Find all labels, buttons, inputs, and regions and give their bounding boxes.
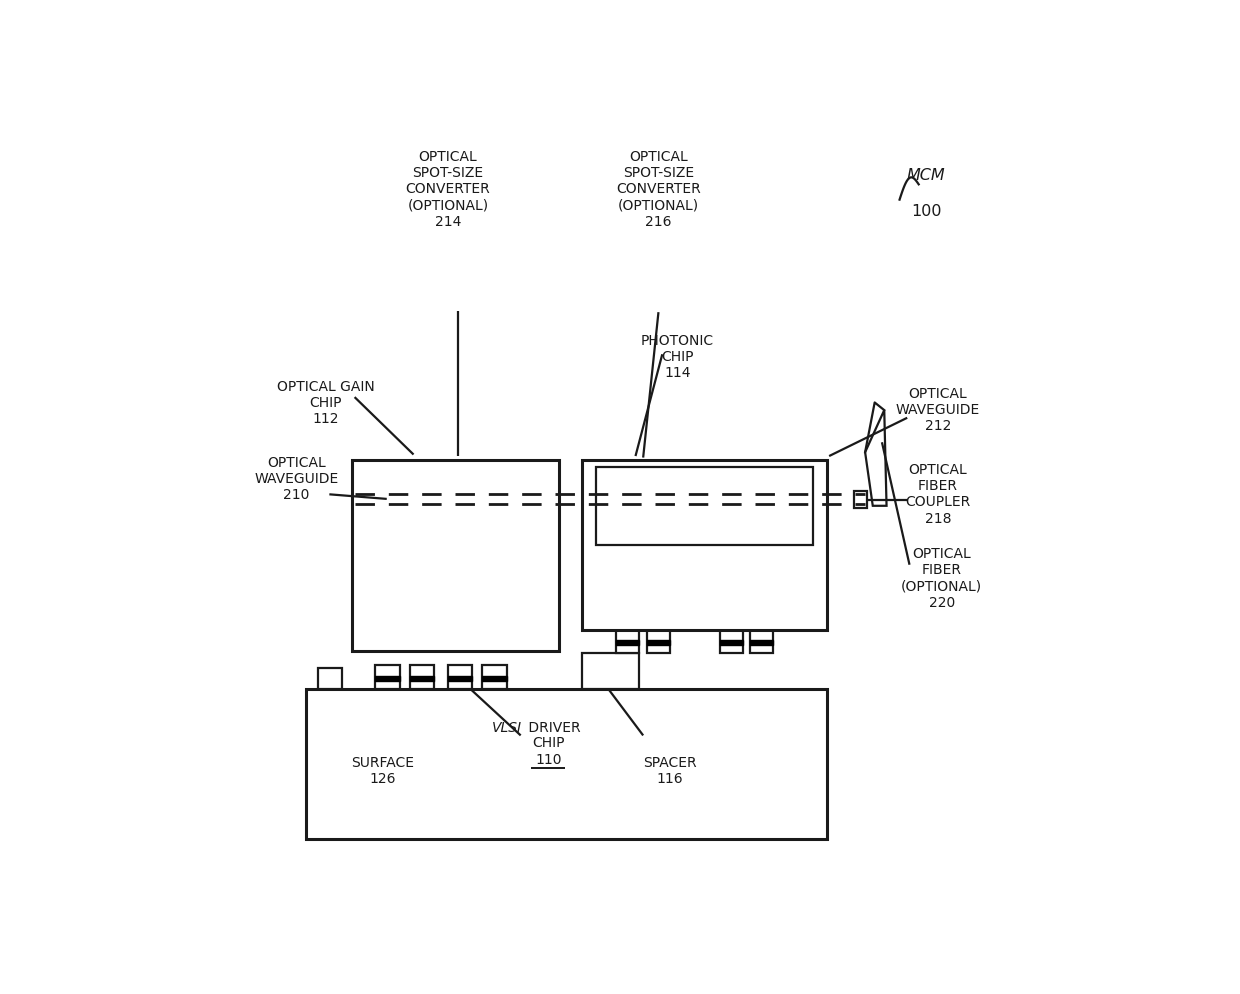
Bar bbox=[317, 668, 342, 690]
Bar bbox=[719, 630, 743, 653]
Bar bbox=[616, 630, 640, 653]
Polygon shape bbox=[866, 411, 887, 506]
Text: MCM: MCM bbox=[906, 168, 946, 183]
Text: OPTICAL
SPOT-SIZE
CONVERTER
(OPTIONAL)
214: OPTICAL SPOT-SIZE CONVERTER (OPTIONAL) 2… bbox=[405, 150, 490, 229]
Bar bbox=[582, 653, 640, 690]
Bar bbox=[376, 665, 399, 690]
Text: OPTICAL
WAVEGUIDE
210: OPTICAL WAVEGUIDE 210 bbox=[254, 456, 339, 502]
Text: CHIP: CHIP bbox=[532, 737, 564, 750]
Text: OPTICAL
WAVEGUIDE
212: OPTICAL WAVEGUIDE 212 bbox=[895, 387, 980, 433]
Text: 110: 110 bbox=[534, 752, 562, 767]
Polygon shape bbox=[409, 676, 434, 681]
Text: OPTICAL
SPOT-SIZE
CONVERTER
(OPTIONAL)
216: OPTICAL SPOT-SIZE CONVERTER (OPTIONAL) 2… bbox=[616, 150, 701, 229]
Polygon shape bbox=[719, 640, 743, 645]
Text: 100: 100 bbox=[911, 204, 941, 220]
Text: SPACER
116: SPACER 116 bbox=[644, 756, 697, 786]
Bar bbox=[647, 630, 670, 653]
Polygon shape bbox=[647, 640, 670, 645]
Bar bbox=[448, 665, 472, 690]
Bar bbox=[750, 630, 774, 653]
Bar bbox=[595, 466, 813, 545]
Text: DRIVER: DRIVER bbox=[523, 721, 580, 735]
Text: PHOTONIC
CHIP
114: PHOTONIC CHIP 114 bbox=[641, 334, 714, 380]
Polygon shape bbox=[616, 640, 640, 645]
Polygon shape bbox=[750, 640, 774, 645]
Text: OPTICAL
FIBER
(OPTIONAL)
220: OPTICAL FIBER (OPTIONAL) 220 bbox=[901, 548, 982, 609]
Polygon shape bbox=[482, 676, 507, 681]
Text: OPTICAL
FIBER
COUPLER
218: OPTICAL FIBER COUPLER 218 bbox=[905, 463, 971, 526]
Bar bbox=[352, 460, 559, 651]
Bar bbox=[306, 690, 827, 839]
Bar bbox=[582, 460, 827, 630]
Bar bbox=[482, 665, 507, 690]
Text: OPTICAL GAIN
CHIP
112: OPTICAL GAIN CHIP 112 bbox=[277, 380, 374, 425]
Polygon shape bbox=[448, 676, 472, 681]
Text: SURFACE
126: SURFACE 126 bbox=[351, 756, 414, 786]
Bar bbox=[409, 665, 434, 690]
Text: VLSI: VLSI bbox=[492, 721, 522, 735]
Polygon shape bbox=[376, 676, 399, 681]
Bar bbox=[853, 491, 868, 508]
